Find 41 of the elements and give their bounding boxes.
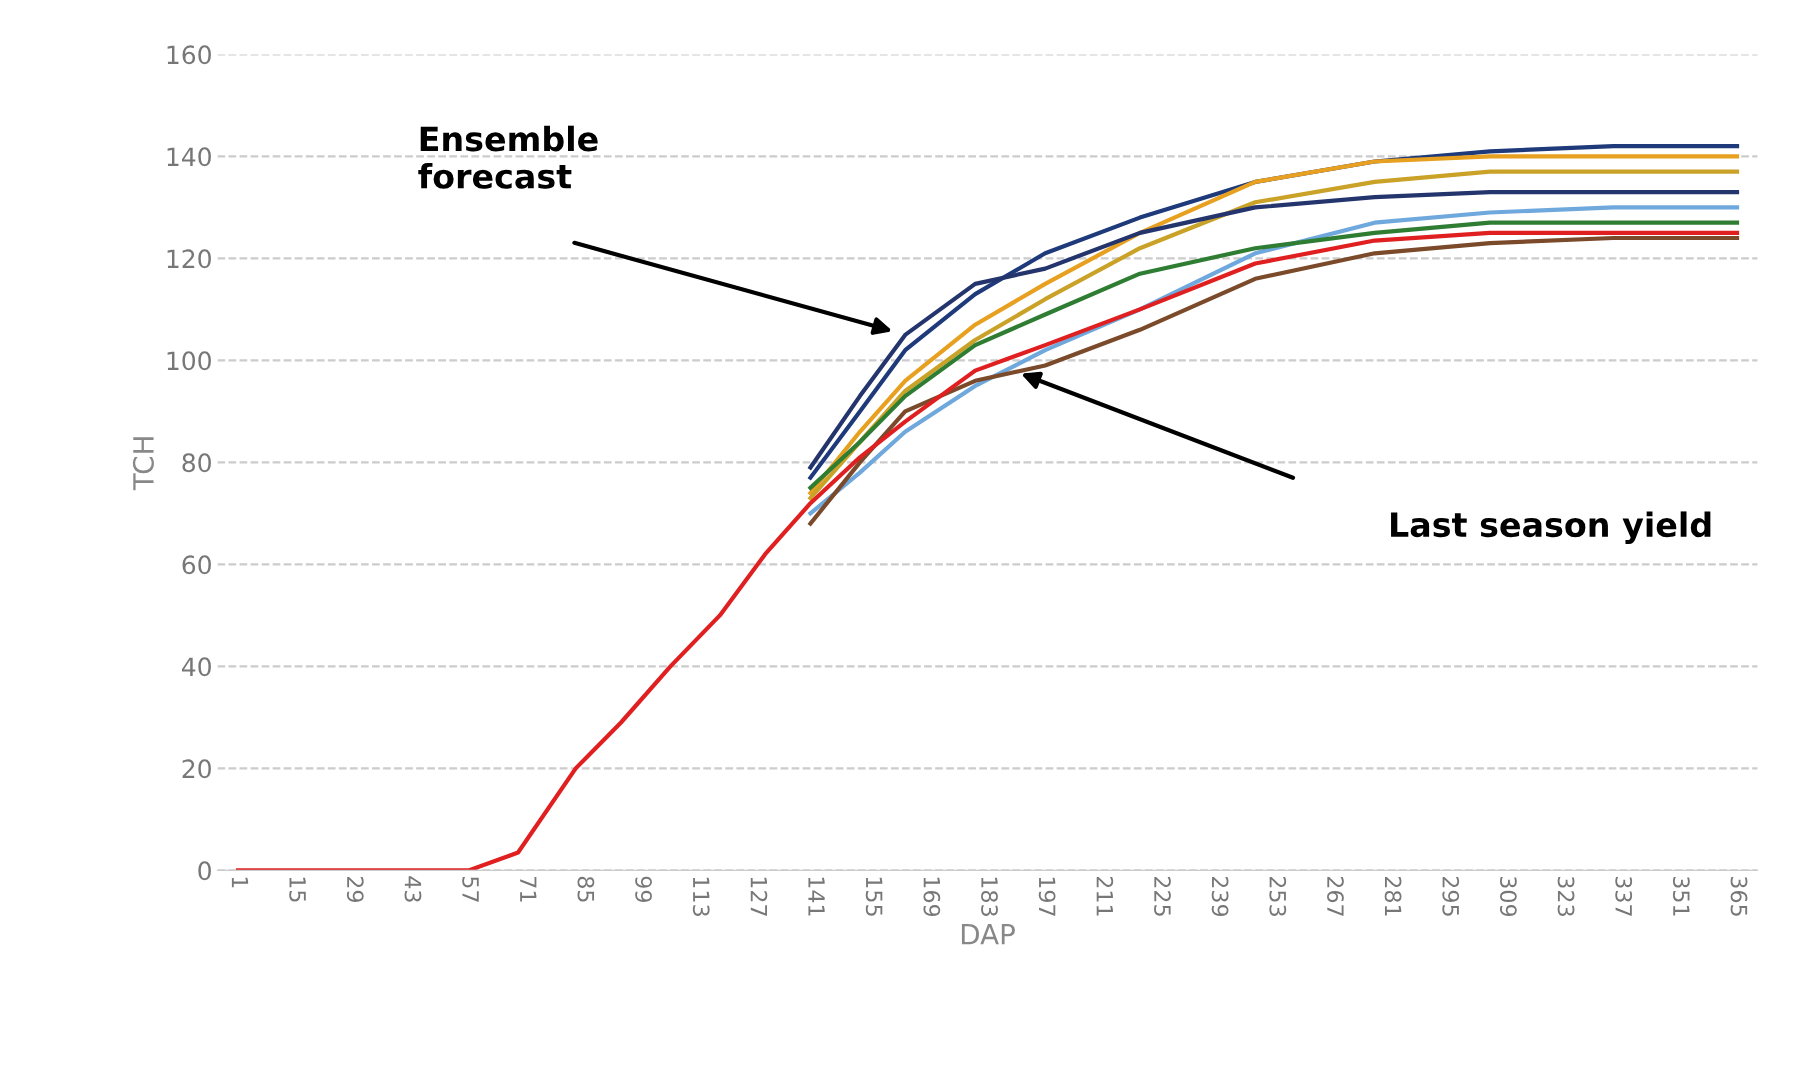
x-tick-label: 197 (1038, 877, 1056, 916)
x-tick-label: 295 (1442, 876, 1460, 916)
x-tick-label: 211 (1096, 876, 1114, 916)
x-tick-label: 183 (981, 877, 998, 916)
x-tick-label: 155 (865, 877, 883, 916)
x-tick-label: 309 (1499, 876, 1517, 917)
x-tick-label: 29 (346, 876, 364, 902)
annotation: Last season yield (1391, 511, 1711, 544)
x-tick-label: 1 (231, 877, 249, 888)
x-tick-label: 99 (635, 876, 652, 902)
y-tick-label: 120 (167, 249, 211, 269)
x-tick-label: 253 (1269, 876, 1287, 916)
x-tick-label: 169 (923, 877, 941, 917)
x-tick-label: 113 (692, 877, 710, 916)
y-tick-label: 40 (181, 657, 211, 677)
y-tick-label: 160 (167, 45, 211, 65)
x-tick-label: 43 (404, 876, 422, 902)
y-axis-title: TCH (132, 437, 154, 491)
y-tick-label: 60 (182, 555, 211, 575)
x-axis-title: DAP (961, 924, 1015, 945)
x-tick-label: 323 (1557, 876, 1575, 916)
x-tick-label: 57 (462, 876, 479, 902)
x-tick-label: 365 (1730, 876, 1748, 916)
y-tick-label: 80 (182, 453, 211, 473)
x-tick-label: 225 (1154, 876, 1171, 916)
x-tick-label: 141 (808, 877, 825, 916)
line-series (235, 230, 1740, 871)
x-tick-label: 85 (577, 876, 595, 902)
y-tick-label: 100 (167, 351, 211, 371)
y-tick-label: 20 (182, 759, 211, 779)
x-tick-label: 351 (1672, 876, 1690, 916)
x-tick-label: 127 (750, 877, 768, 916)
x-tick-label: 281 (1384, 876, 1402, 916)
y-tick-label: 0 (198, 861, 211, 881)
y-tick-label: 140 (167, 147, 211, 167)
x-tick-label: 15 (289, 877, 306, 902)
x-tick-label: 337 (1615, 876, 1633, 916)
x-tick-label: 71 (520, 877, 537, 902)
annotation: Ensemble forecast (418, 125, 598, 189)
x-tick-label: 267 (1327, 876, 1344, 916)
x-tick-label: 239 (1211, 876, 1229, 917)
